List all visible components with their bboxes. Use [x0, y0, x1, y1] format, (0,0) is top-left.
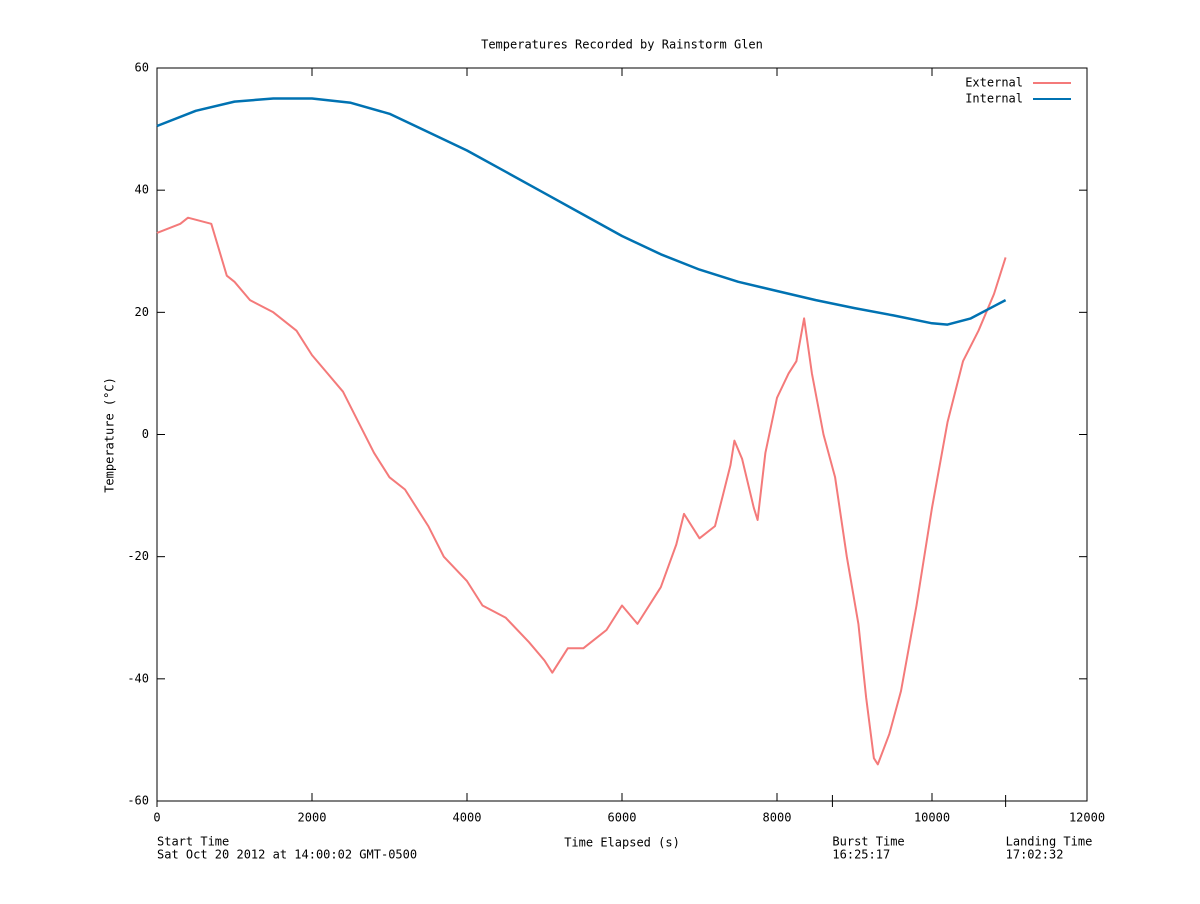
- x-tick-label: 2000: [298, 811, 327, 825]
- y-axis-label: Temperature (°C): [103, 377, 117, 493]
- annotation-label: Start Time: [157, 835, 229, 849]
- y-tick-label: 20: [135, 305, 149, 319]
- x-axis-label: Time Elapsed (s): [564, 836, 680, 850]
- legend-label: Internal: [965, 92, 1023, 106]
- y-tick-label: 40: [135, 183, 149, 197]
- x-tick-label: 10000: [914, 811, 950, 825]
- annotation-text: 17:02:32: [1006, 848, 1064, 862]
- line-series: [156, 216, 1007, 766]
- annotation-text: 16:25:17: [832, 848, 890, 862]
- x-tick-label: 8000: [763, 811, 792, 825]
- annotation-label: Burst Time: [832, 835, 904, 849]
- y-tick-label: 60: [135, 61, 149, 75]
- chart-title: Temperatures Recorded by Rainstorm Glen: [481, 38, 763, 52]
- annotation-label: Landing Time: [1006, 835, 1093, 849]
- y-tick-label: -20: [127, 549, 149, 563]
- y-tick-label: -40: [127, 671, 149, 685]
- x-tick-label: 4000: [453, 811, 482, 825]
- annotation-text: Sat Oct 20 2012 at 14:00:02 GMT-0500: [157, 848, 417, 862]
- y-tick-label: 0: [142, 427, 149, 441]
- y-tick-label: -60: [127, 794, 149, 808]
- x-tick-label: 6000: [608, 811, 637, 825]
- legend-label: External: [965, 76, 1023, 90]
- x-tick-label: 0: [153, 811, 160, 825]
- x-tick-label: 12000: [1069, 811, 1105, 825]
- line-series: [156, 97, 1007, 326]
